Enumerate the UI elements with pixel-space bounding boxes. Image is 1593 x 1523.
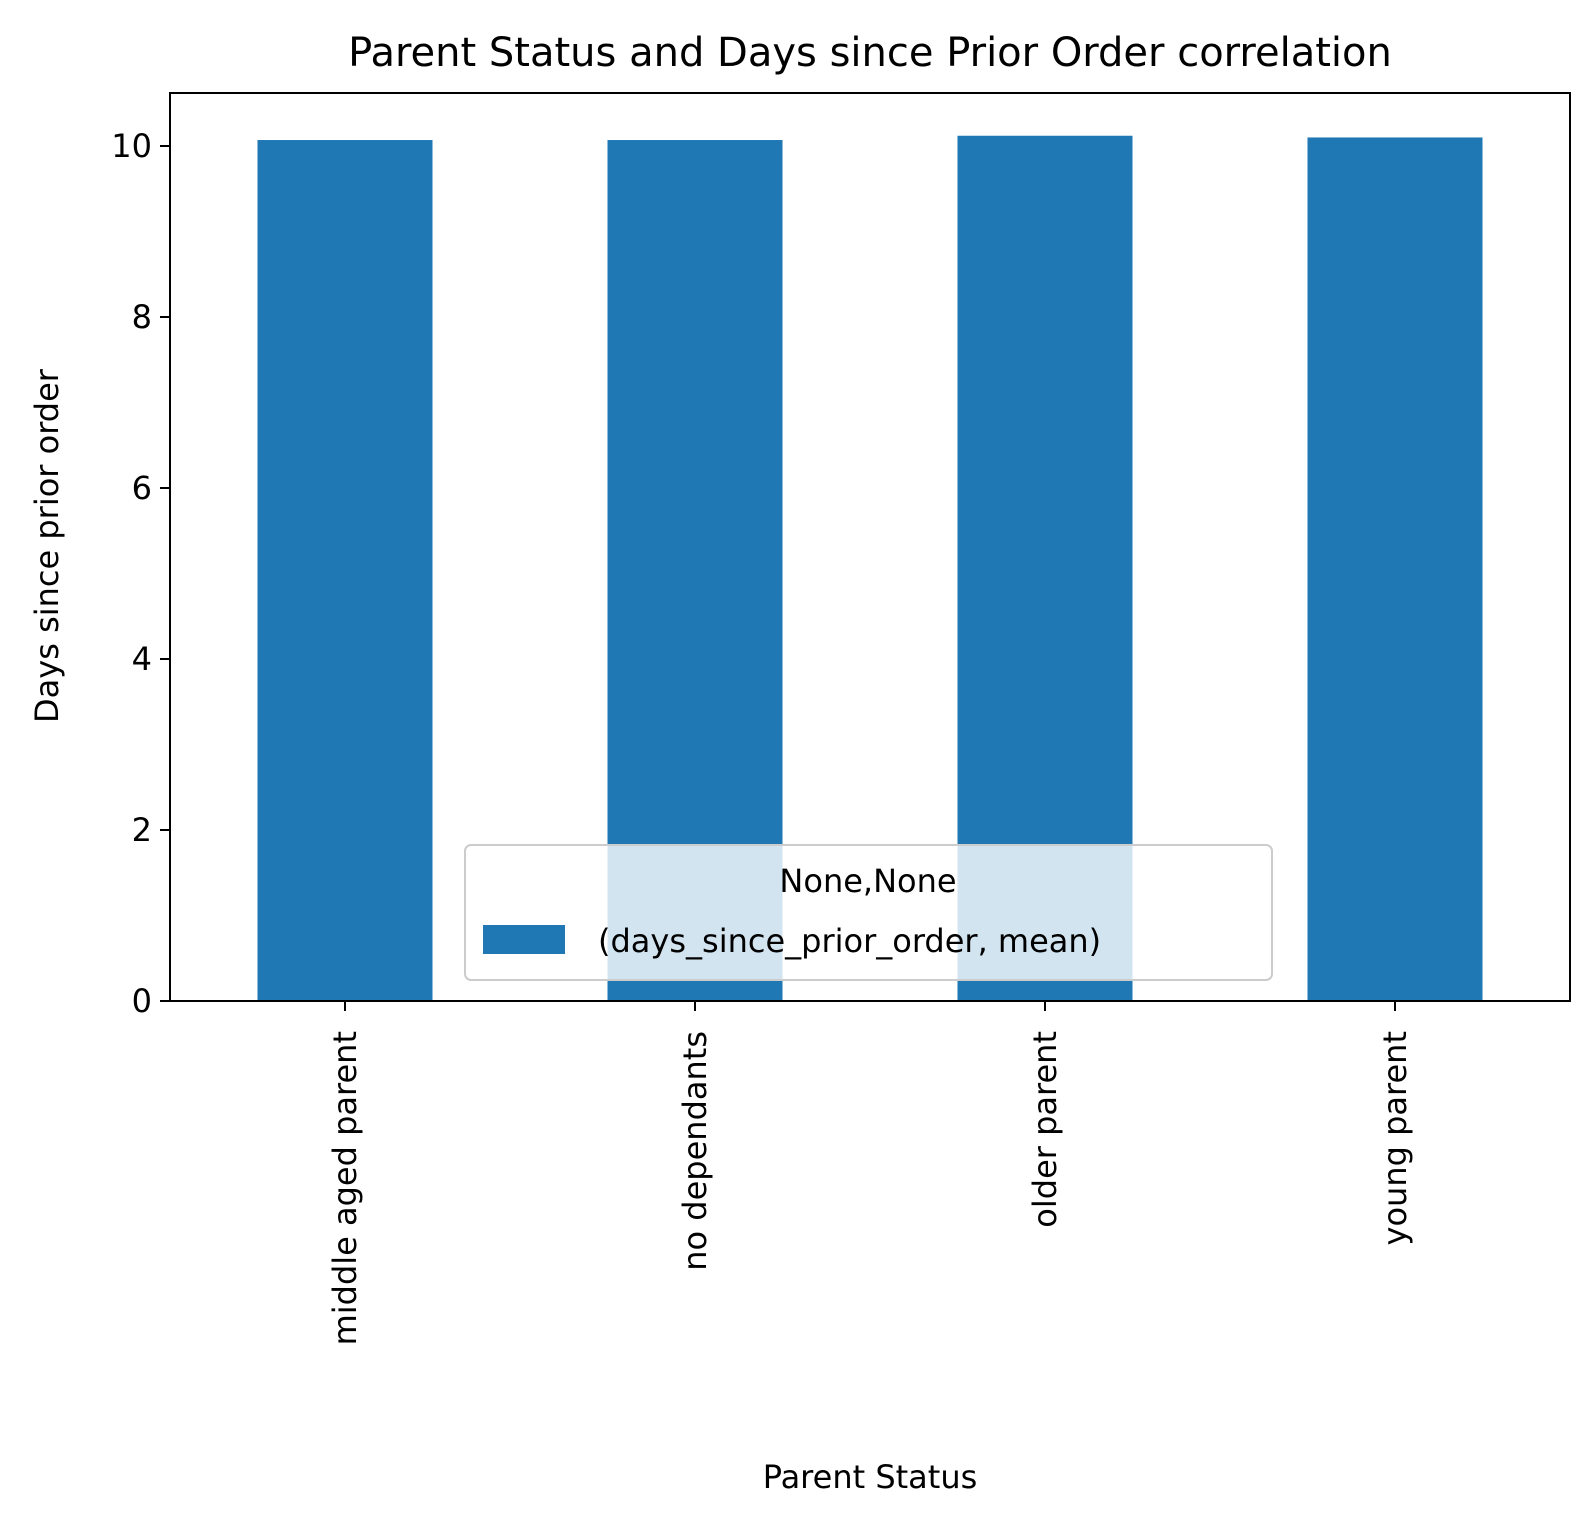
legend-swatch <box>483 925 565 954</box>
y-tick-label: 8 <box>132 298 152 336</box>
legend-entry-label: (days_since_prior_order, mean) <box>598 922 1101 960</box>
y-tick-label: 0 <box>132 982 152 1020</box>
x-axis-label: Parent Status <box>763 1458 978 1496</box>
legend: None,None (days_since_prior_order, mean) <box>464 844 1273 981</box>
y-tick-label: 10 <box>111 127 152 165</box>
bars-layer <box>257 135 1483 1002</box>
x-tick-label: young parent <box>1376 1031 1414 1245</box>
x-tick-label: no dependants <box>676 1031 714 1271</box>
y-tick-label: 6 <box>132 469 152 507</box>
bar-0 <box>257 140 433 1001</box>
legend-frame <box>464 844 1273 981</box>
plot-frame <box>169 92 1571 1002</box>
bar-3 <box>1307 137 1483 1002</box>
y-tick-label: 2 <box>132 811 152 849</box>
y-axis-ticks: 0 2 4 6 8 10 <box>111 127 170 1020</box>
y-tick-label: 4 <box>132 640 152 678</box>
x-tick-label: older parent <box>1026 1031 1064 1228</box>
x-tick-label: middle aged parent <box>326 1031 364 1345</box>
y-axis-label: Days since prior order <box>28 368 66 723</box>
legend-title: None,None <box>779 862 956 900</box>
x-axis-ticks: middle aged parent no dependants older par… <box>326 1001 1414 1345</box>
chart-title: Parent Status and Days since Prior Order… <box>348 30 1392 76</box>
